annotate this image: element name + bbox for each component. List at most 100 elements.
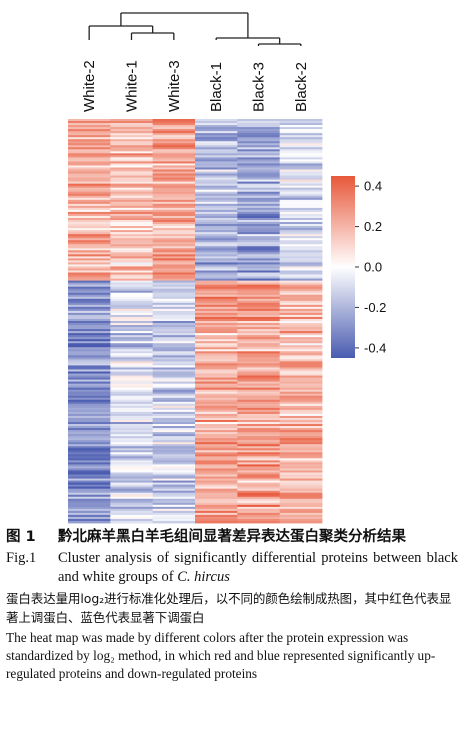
heatmap-cell bbox=[279, 183, 323, 187]
heatmap-cell bbox=[110, 300, 154, 304]
heatmap-cell bbox=[195, 171, 238, 174]
heatmap-cell bbox=[110, 149, 154, 152]
heatmap-cell bbox=[279, 310, 323, 314]
heatmap-cell bbox=[195, 482, 238, 486]
heatmap-cell bbox=[279, 252, 323, 255]
heatmap-cell bbox=[68, 256, 111, 259]
heatmap-cell bbox=[279, 226, 323, 229]
heatmap-cell bbox=[279, 343, 323, 346]
heatmap-cell bbox=[152, 125, 196, 128]
heatmap-cell bbox=[195, 381, 238, 385]
heatmap-cell bbox=[68, 173, 111, 176]
heatmap-cell bbox=[195, 492, 238, 496]
heatmap-cell bbox=[110, 238, 154, 241]
heatmap-cell bbox=[110, 436, 154, 439]
heatmap-cell bbox=[237, 197, 281, 201]
heatmap-cell bbox=[68, 329, 111, 332]
heatmap-cell bbox=[279, 228, 323, 231]
heatmap-cell bbox=[110, 240, 154, 243]
column-dendrogram bbox=[88, 12, 302, 46]
heatmap-cell bbox=[237, 187, 281, 191]
heatmap-cell bbox=[152, 143, 196, 146]
heatmap-cell bbox=[110, 314, 154, 318]
heatmap-cell bbox=[237, 411, 281, 415]
colorbar-tick-label: 0.0 bbox=[364, 260, 382, 275]
heatmap-cell bbox=[195, 276, 238, 279]
heatmap-cell bbox=[237, 254, 281, 257]
heatmap-cell bbox=[152, 302, 196, 306]
heatmap-cell bbox=[237, 454, 281, 457]
heatmap-cell bbox=[279, 268, 323, 271]
heatmap-cell bbox=[68, 377, 111, 380]
heatmap-cell bbox=[68, 411, 111, 415]
heatmap-cell bbox=[68, 300, 111, 304]
heatmap-cell bbox=[279, 189, 323, 193]
heatmap-cell bbox=[195, 496, 238, 500]
heatmap-cell bbox=[195, 520, 238, 524]
heatmap-cell bbox=[110, 486, 154, 490]
heatmap-cell bbox=[110, 193, 154, 197]
heatmap-cell bbox=[237, 280, 281, 284]
heatmap-cell bbox=[237, 189, 281, 193]
heatmap-cell bbox=[237, 306, 281, 310]
heatmap-cell bbox=[279, 195, 323, 199]
heatmap-cell bbox=[195, 460, 238, 463]
heatmap-cell bbox=[110, 145, 154, 148]
heatmap-cell bbox=[195, 480, 238, 483]
heatmap-cell bbox=[237, 373, 281, 376]
heatmap-cell bbox=[237, 312, 281, 316]
heatmap-cell bbox=[279, 432, 323, 435]
heatmap-cell bbox=[152, 193, 196, 197]
heatmap-cell bbox=[68, 141, 111, 144]
heatmap-cell bbox=[279, 161, 323, 164]
heatmap-cell bbox=[237, 292, 281, 296]
heatmap-cell bbox=[195, 466, 238, 469]
heatmap-cell bbox=[279, 224, 323, 227]
heatmap-cell bbox=[152, 232, 196, 235]
heatmap-cell bbox=[195, 438, 238, 441]
heatmap-cell bbox=[195, 355, 238, 358]
heatmap-cell bbox=[110, 181, 154, 185]
heatmap-cell bbox=[195, 357, 238, 360]
heatmap-cell bbox=[279, 369, 323, 372]
caption-cn-figure-number: 图 1 bbox=[6, 529, 36, 545]
heatmap-cell bbox=[152, 236, 196, 239]
heatmap-cell bbox=[279, 260, 323, 263]
heatmap-cell bbox=[152, 260, 196, 263]
heatmap-cell bbox=[110, 199, 154, 203]
heatmap-cell bbox=[237, 516, 281, 520]
heatmap-cell bbox=[195, 177, 238, 180]
heatmap-cell bbox=[110, 260, 154, 263]
heatmap-cell bbox=[68, 189, 111, 193]
heatmap-cell bbox=[237, 472, 281, 475]
heatmap-cell bbox=[279, 302, 323, 306]
heatmap-cell bbox=[110, 195, 154, 199]
heatmap-cell bbox=[237, 217, 281, 221]
heatmap-cell bbox=[195, 331, 238, 334]
heatmap-cell bbox=[110, 478, 154, 481]
heatmap-cell bbox=[68, 373, 111, 376]
heatmap-cell bbox=[68, 230, 111, 233]
heatmap-cell bbox=[279, 323, 323, 326]
heatmap-cell bbox=[279, 286, 323, 290]
heatmap-cell bbox=[195, 258, 238, 261]
heatmap-cell bbox=[195, 292, 238, 296]
heatmap-cell bbox=[68, 424, 111, 427]
heatmap-cell bbox=[195, 312, 238, 316]
heatmap-cell bbox=[152, 258, 196, 261]
heatmap-cell bbox=[195, 121, 238, 124]
heatmap-cell bbox=[68, 395, 111, 399]
heatmap-cell bbox=[195, 472, 238, 475]
heatmap-cell bbox=[68, 363, 111, 366]
heatmap-cell bbox=[279, 506, 323, 510]
heatmap-cell bbox=[68, 325, 111, 328]
heatmap-cell bbox=[237, 482, 281, 486]
heatmap-cell bbox=[152, 220, 196, 223]
heatmap-cell bbox=[110, 508, 154, 512]
heatmap-cell bbox=[279, 413, 323, 417]
heatmap-cell bbox=[279, 191, 323, 195]
heatmap-cell bbox=[68, 183, 111, 187]
heatmap-cell bbox=[237, 177, 281, 180]
heatmap-cell bbox=[68, 155, 111, 158]
heatmap-cell bbox=[152, 432, 196, 435]
